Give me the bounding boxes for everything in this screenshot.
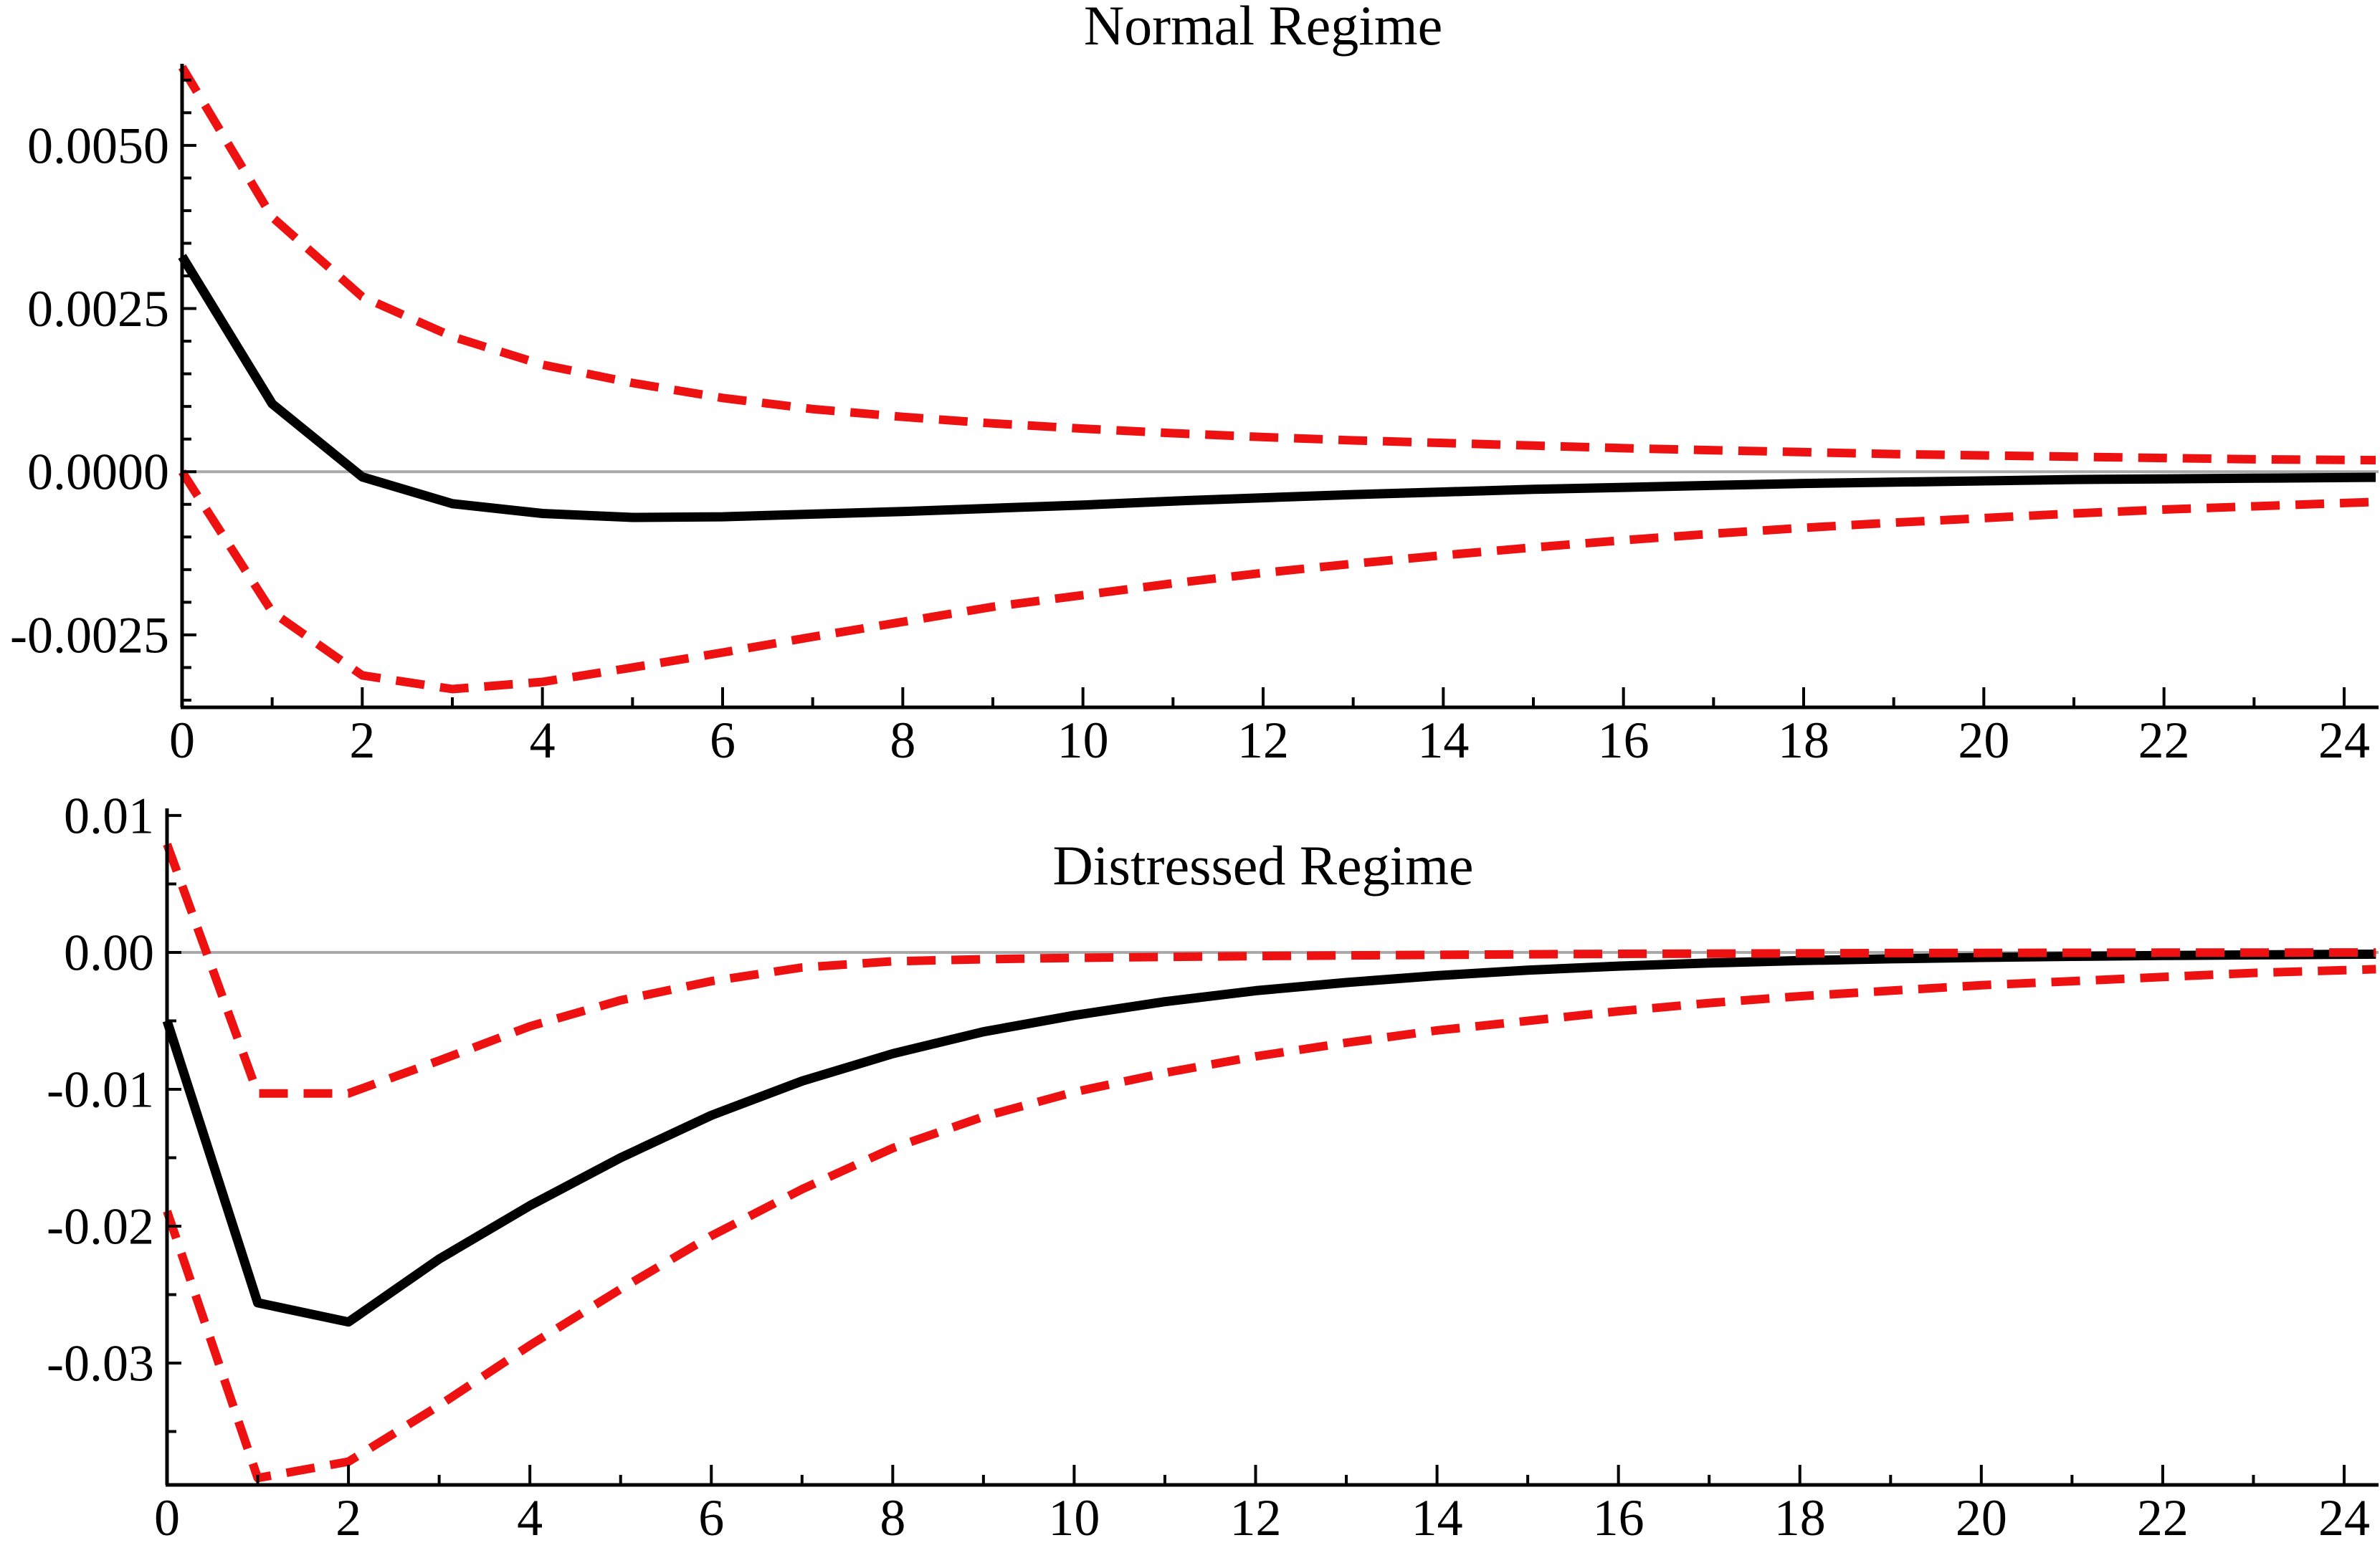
- series-lower-band: [178, 469, 2376, 694]
- x-tick-label: 24: [2318, 712, 2370, 769]
- y-tick-label: -0.02: [47, 1198, 154, 1255]
- x-tick-label: 6: [698, 1489, 724, 1547]
- x-tick-label: 20: [1956, 1489, 2007, 1547]
- x-tick-label: 10: [1048, 1489, 1100, 1547]
- y-tick-label: -0.01: [47, 1061, 154, 1118]
- x-tick-label: 6: [710, 712, 736, 769]
- x-tick-label: 22: [2138, 712, 2190, 769]
- x-tick-label: 14: [1417, 712, 1469, 769]
- x-tick-label: 12: [1230, 1489, 1282, 1547]
- x-tick-label: 16: [1593, 1489, 1644, 1547]
- y-tick-label: -0.0025: [10, 606, 169, 664]
- y-tick-label: -0.03: [47, 1334, 154, 1392]
- x-tick-label: 0: [154, 1489, 180, 1547]
- x-tick-label: 20: [1958, 712, 2009, 769]
- x-tick-label: 12: [1237, 712, 1289, 769]
- series-lower-band: [163, 965, 2376, 1483]
- series-upper-band: [178, 64, 2376, 465]
- x-tick-label: 8: [890, 712, 915, 769]
- x-tick-label: 22: [2137, 1489, 2189, 1547]
- x-tick-label: 14: [1412, 1489, 1463, 1547]
- x-tick-label: 18: [1778, 712, 1829, 769]
- distressed-regime-axes: 0.010.00-0.01-0.02-0.030 2 4 6 8 10 12 14 16 18 20…: [47, 787, 2379, 1547]
- x-tick-label: 2: [335, 1489, 361, 1547]
- y-tick-label: 0.01: [64, 787, 154, 844]
- x-tick-label: 4: [530, 712, 556, 769]
- normal-regime-title: Normal Regime: [1084, 0, 1442, 57]
- x-tick-label: 0: [169, 712, 195, 769]
- y-tick-label: 0.00: [64, 924, 154, 981]
- y-tick-label: 0.0000: [27, 444, 169, 501]
- distressed-regime-panel: 0.010.00-0.01-0.02-0.030 2 4 6 8 10 12 14 16 18 20…: [47, 787, 2379, 1547]
- distressed-regime-title: Distressed Regime: [1052, 834, 1473, 897]
- x-tick-label: 2: [349, 712, 375, 769]
- x-tick-label: 18: [1774, 1489, 1826, 1547]
- y-tick-label: 0.0025: [27, 280, 169, 338]
- x-tick-label: 10: [1057, 712, 1109, 769]
- series-point-estimate: [178, 254, 2376, 522]
- x-tick-label: 16: [1598, 712, 1650, 769]
- y-tick-label: 0.0050: [27, 117, 169, 174]
- series-point-estimate: [162, 949, 2376, 1327]
- x-tick-label: 8: [880, 1489, 905, 1547]
- x-tick-label: 24: [2318, 1489, 2370, 1547]
- x-tick-label: 4: [517, 1489, 543, 1547]
